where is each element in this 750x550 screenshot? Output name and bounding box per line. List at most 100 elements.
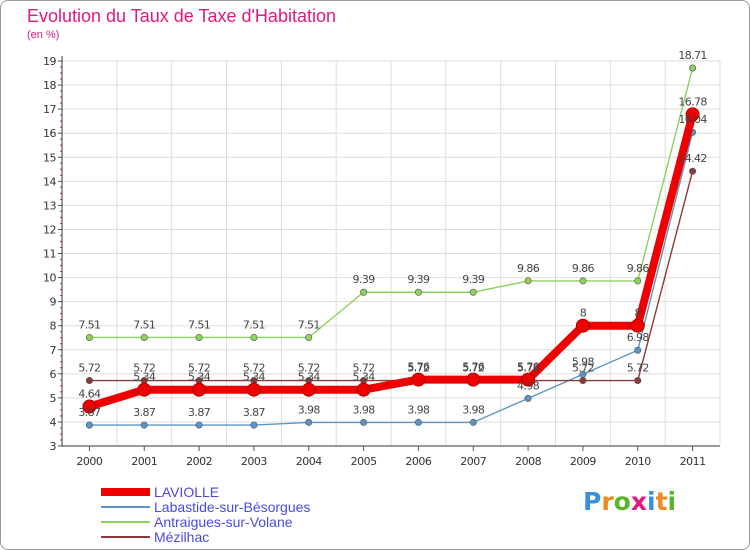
y-tick-label: 3 [50, 440, 57, 453]
legend-label: Mézilhac [154, 529, 209, 545]
data-point [634, 377, 642, 385]
data-point [689, 64, 697, 72]
chart-title: Evolution du Taux de Taxe d'Habitation [27, 6, 336, 26]
data-point [414, 288, 422, 296]
data-label: 5.72 [188, 362, 210, 375]
data-label: 5.72 [407, 362, 429, 375]
data-point [685, 107, 700, 122]
data-point [411, 372, 426, 387]
legend-label: Labastide-sur-Bésorgues [154, 499, 310, 515]
data-point [634, 277, 642, 285]
data-label: 9.86 [627, 262, 650, 275]
data-label: 5.76 [517, 361, 540, 374]
data-point [301, 382, 316, 397]
data-label: 18.71 [678, 49, 707, 62]
data-label: 4.64 [78, 388, 101, 401]
data-point [140, 333, 148, 341]
y-tick-label: 5 [50, 392, 57, 405]
x-tick-label: 2006 [405, 455, 431, 468]
data-label: 5.76 [462, 361, 485, 374]
x-tick-label: 2000 [76, 455, 102, 468]
logo-letter: o [613, 487, 631, 516]
data-label: 6.98 [627, 331, 650, 344]
x-tick-label: 2007 [460, 455, 486, 468]
data-label: 7.51 [78, 318, 100, 331]
data-point [250, 333, 258, 341]
y-tick-label: 8 [50, 320, 57, 333]
y-tick-label: 10 [43, 272, 56, 285]
data-point [524, 394, 532, 402]
data-point [82, 399, 97, 414]
data-point [305, 333, 313, 341]
data-point [85, 421, 93, 429]
legend: LAVIOLLELabastide-sur-BésorguesAntraigue… [101, 484, 310, 545]
logo-letter: t [655, 487, 668, 516]
data-point [521, 372, 536, 387]
logo-letter: r [601, 487, 614, 516]
axes: 3 4 5 6 7 8 9 10 11 12 13 14 15 16 17 18 19 2000 2001 2002 2… [43, 55, 720, 468]
data-point [360, 288, 368, 296]
data-label: 16.78 [678, 95, 707, 108]
data-label: 9.86 [572, 262, 595, 275]
y-tick-label: 9 [50, 296, 57, 309]
data-label: 3.87 [188, 406, 211, 419]
y-tick-label: 12 [43, 223, 56, 236]
series-line-labastide-sur-b-sorgues [88, 131, 694, 426]
x-tick-label: 2003 [241, 455, 267, 468]
y-tick-label: 18 [43, 79, 56, 92]
x-tick-label: 2005 [351, 455, 377, 468]
y-tick-label: 14 [43, 175, 56, 188]
data-point [360, 418, 368, 426]
data-point [469, 418, 477, 426]
data-label: 16.04 [678, 113, 707, 126]
data-label: 9.86 [517, 262, 540, 275]
data-point [195, 421, 203, 429]
data-label: 5.72 [517, 362, 539, 375]
data-label: 8 [580, 307, 587, 320]
data-point [634, 346, 642, 354]
data-point [246, 382, 261, 397]
data-point [305, 418, 313, 426]
series-layer [82, 64, 700, 429]
series-line-laviolle [85, 110, 697, 411]
data-point [630, 318, 645, 333]
data-point [192, 382, 207, 397]
y-tick-label: 13 [43, 199, 56, 212]
data-label: 9.39 [462, 273, 485, 286]
data-point [689, 167, 697, 175]
y-tick-label: 17 [43, 103, 56, 116]
logo-letter: x [630, 487, 647, 516]
data-point [137, 382, 152, 397]
data-label: 9.39 [407, 273, 430, 286]
data-point [250, 421, 258, 429]
logo-letter: i [667, 487, 677, 516]
proxiti-logo: Proxiti [583, 487, 676, 516]
data-point [466, 372, 481, 387]
y-axis-unit: (en %) [27, 29, 60, 41]
data-label: 5.72 [298, 362, 320, 375]
data-point [414, 418, 422, 426]
data-label: 5.34 [243, 371, 266, 384]
data-label: 9.39 [353, 273, 376, 286]
grid [62, 60, 721, 446]
data-label: 5.76 [407, 361, 430, 374]
data-label: 5.34 [298, 371, 321, 384]
data-point [579, 377, 587, 385]
data-label: 3.98 [407, 403, 430, 416]
data-point [469, 288, 477, 296]
x-tick-label: 2010 [625, 455, 651, 468]
data-label: 3.87 [78, 406, 101, 419]
data-label: 5.72 [627, 362, 649, 375]
x-tick-label: 2002 [186, 455, 212, 468]
data-label: 5.72 [572, 362, 594, 375]
data-point [579, 277, 587, 285]
data-label: 5.72 [133, 362, 155, 375]
y-tick-label: 6 [50, 368, 57, 381]
data-label: 7.51 [243, 318, 265, 331]
data-label: 5.72 [243, 362, 265, 375]
data-label: 5.34 [188, 371, 211, 384]
data-label: 5.98 [572, 355, 595, 368]
x-tick-label: 2011 [680, 455, 706, 468]
